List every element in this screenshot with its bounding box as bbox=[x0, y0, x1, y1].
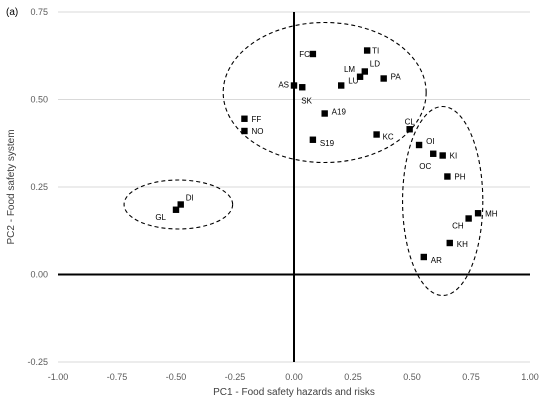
point-marker bbox=[241, 127, 248, 135]
point-label: PA bbox=[391, 73, 402, 82]
data-points: FC TI LD LM PA LU AS SK A19 FF NO S19 KC CL OI OC KI PH MH… bbox=[155, 47, 497, 266]
x-tick-label: 0.50 bbox=[403, 372, 421, 382]
point-label: CL bbox=[405, 117, 416, 126]
point-marker bbox=[321, 110, 328, 117]
x-tick-label: 0.00 bbox=[285, 372, 303, 382]
point-label: PH bbox=[454, 173, 465, 182]
point-label: LU bbox=[348, 77, 358, 86]
point-marker bbox=[406, 126, 413, 133]
point-label: AR bbox=[431, 256, 442, 265]
point-marker bbox=[373, 131, 380, 138]
point-label: LM bbox=[344, 65, 355, 74]
point-marker bbox=[446, 239, 453, 247]
y-tick-label: 0.75 bbox=[30, 7, 48, 17]
cluster-ellipses bbox=[123, 21, 484, 297]
x-tick-label: 0.25 bbox=[344, 372, 362, 382]
point-marker bbox=[299, 84, 306, 91]
x-tick-label: -1.00 bbox=[48, 372, 69, 382]
point-marker bbox=[338, 82, 345, 89]
point-marker bbox=[241, 115, 248, 122]
point-marker bbox=[415, 141, 423, 149]
point-marker bbox=[380, 75, 387, 82]
cluster-ellipse bbox=[123, 179, 234, 230]
point-marker bbox=[309, 50, 317, 58]
y-axis-title: PC2 - Food safety system bbox=[6, 129, 17, 244]
point-marker bbox=[172, 206, 180, 213]
cluster-ellipse bbox=[222, 21, 427, 164]
point-label: A19 bbox=[332, 108, 347, 117]
x-tick-label: 1.00 bbox=[521, 372, 539, 382]
point-marker bbox=[361, 68, 368, 75]
y-tick-labels: -0.25 0.00 0.25 0.50 0.75 bbox=[27, 7, 48, 367]
point-label: LD bbox=[370, 60, 380, 69]
point-label: AS bbox=[278, 81, 289, 90]
point-label: KH bbox=[457, 240, 468, 249]
point-label: OI bbox=[426, 137, 434, 146]
point-marker bbox=[439, 152, 446, 159]
x-tick-label: -0.75 bbox=[107, 372, 128, 382]
point-label: S19 bbox=[320, 139, 335, 148]
point-marker bbox=[430, 150, 437, 157]
point-label: KC bbox=[383, 133, 394, 142]
point-marker bbox=[474, 210, 482, 217]
x-tick-labels: -1.00 -0.75 -0.50 -0.25 0.00 0.25 0.50 0.75 1.00 bbox=[48, 372, 539, 382]
point-marker bbox=[177, 201, 184, 208]
point-marker bbox=[290, 82, 298, 89]
point-label: FF bbox=[251, 115, 261, 124]
point-label: SK bbox=[301, 96, 312, 105]
y-tick-label: 0.25 bbox=[30, 182, 48, 192]
panel-label: (a) bbox=[6, 7, 18, 18]
y-tick-label: -0.25 bbox=[27, 357, 48, 367]
x-tick-label: -0.25 bbox=[225, 372, 246, 382]
point-label: CH bbox=[452, 222, 464, 231]
cluster-ellipse bbox=[402, 105, 484, 297]
point-marker bbox=[465, 215, 472, 222]
point-marker bbox=[356, 73, 364, 80]
point-marker bbox=[420, 253, 427, 261]
point-label: DI bbox=[186, 194, 194, 203]
point-marker bbox=[363, 47, 371, 54]
x-axis-title: PC1 - Food safety hazards and risks bbox=[213, 387, 375, 398]
y-tick-label: 0.00 bbox=[30, 270, 48, 280]
point-marker bbox=[444, 173, 451, 180]
point-label: OC bbox=[419, 162, 431, 171]
point-label: NO bbox=[251, 127, 263, 136]
point-label: KI bbox=[450, 152, 458, 161]
y-tick-label: 0.50 bbox=[30, 95, 48, 105]
point-marker bbox=[309, 136, 317, 143]
point-label: FC bbox=[299, 50, 310, 59]
x-tick-label: 0.75 bbox=[462, 372, 480, 382]
zero-axes bbox=[58, 12, 530, 362]
point-label: GL bbox=[155, 213, 166, 222]
x-tick-label: -0.50 bbox=[166, 372, 187, 382]
point-label: TI bbox=[372, 47, 379, 56]
point-label: MH bbox=[485, 209, 498, 218]
